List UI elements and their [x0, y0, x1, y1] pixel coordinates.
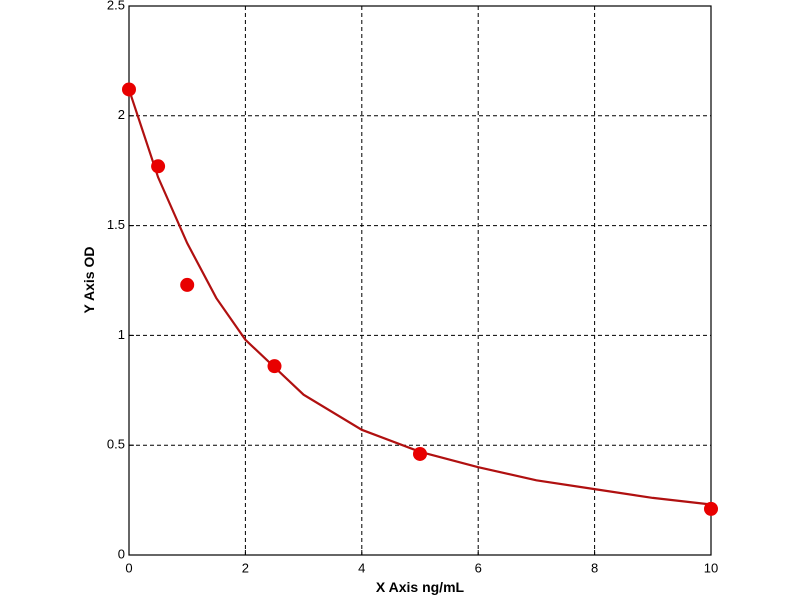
data-point — [180, 277, 195, 292]
data-point — [704, 501, 718, 516]
x-tick-label: 2 — [242, 560, 249, 575]
data-point — [151, 159, 166, 174]
x-tick-label: 4 — [358, 560, 365, 575]
y-tick-label: 0.5 — [107, 437, 125, 452]
plot-frame — [128, 5, 712, 556]
y-axis-label: Y Axis OD — [81, 247, 97, 314]
data-point — [267, 359, 282, 374]
fit-curve — [127, 89, 712, 506]
x-tick-label: 0 — [125, 560, 132, 575]
x-tick-label: 10 — [704, 560, 718, 575]
y-tick-label: 0 — [118, 546, 125, 561]
x-tick-label: 8 — [591, 560, 598, 575]
y-tick-label: 1 — [118, 327, 125, 342]
y-tick-label: 2 — [118, 107, 125, 122]
x-axis-label: X Axis ng/mL — [376, 579, 465, 595]
data-point — [122, 82, 136, 97]
y-tick-label: 2.5 — [107, 0, 125, 12]
x-tick-label: 6 — [475, 560, 482, 575]
y-tick-label: 1.5 — [107, 217, 125, 232]
data-point — [413, 446, 427, 461]
